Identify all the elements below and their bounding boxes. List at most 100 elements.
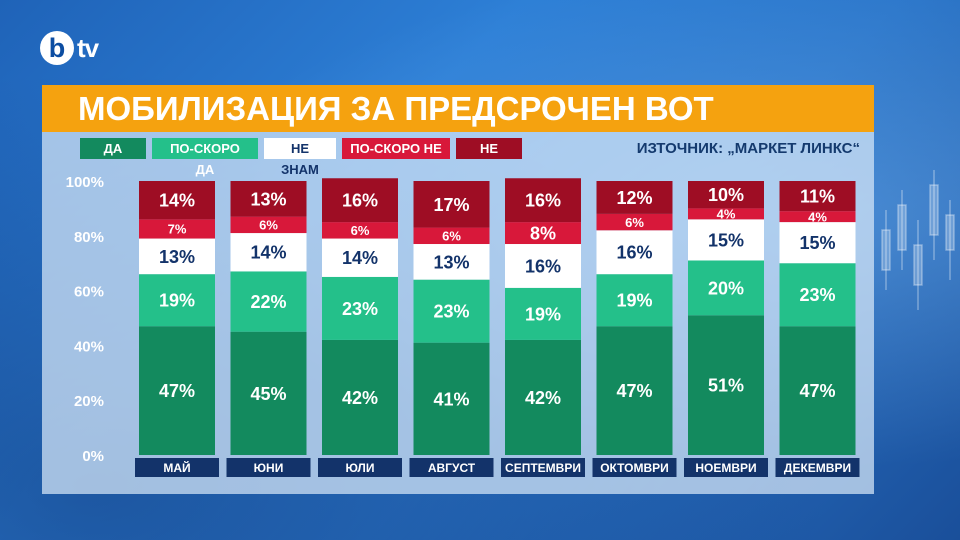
legend-item-1: ДА	[80, 138, 146, 159]
data-label: 42%	[342, 388, 378, 408]
bar-segment	[505, 244, 581, 288]
bar-segment	[139, 219, 215, 239]
y-tick-label: 100%	[66, 174, 104, 191]
category-label-box	[318, 458, 402, 477]
bar-segment	[139, 326, 215, 455]
logo-suffix: tv	[77, 32, 99, 63]
data-label: 7%	[168, 222, 187, 237]
category-label: ДЕКЕМВРИ	[784, 461, 851, 475]
data-label: 6%	[259, 218, 278, 233]
data-label: 45%	[250, 384, 286, 404]
bar-segment	[596, 213, 673, 231]
data-label: 12%	[616, 188, 652, 208]
bar-segment	[688, 260, 764, 316]
data-label: 47%	[616, 381, 652, 401]
bar-segment	[230, 331, 307, 455]
btv-logo: b tv	[40, 31, 99, 65]
bar-segment	[413, 181, 490, 228]
decorative-candles	[881, 170, 955, 310]
data-label: 11%	[800, 187, 835, 207]
bar-segment	[779, 181, 856, 212]
bar-segment	[688, 315, 764, 455]
data-label: 47%	[799, 381, 835, 401]
category-label: АВГУСТ	[428, 461, 476, 475]
bar-segment	[322, 178, 398, 223]
bar-segment	[230, 216, 307, 234]
data-label: 51%	[708, 376, 744, 396]
category-label-box	[226, 458, 311, 477]
bar-segment	[505, 178, 581, 223]
category-label: ОКТОМВРИ	[600, 461, 669, 475]
bar-segment	[688, 181, 764, 209]
y-tick-label: 40%	[74, 338, 104, 355]
data-label: 15%	[799, 233, 835, 253]
category-label: ЮНИ	[254, 461, 284, 475]
data-label: 13%	[159, 247, 195, 267]
category-label-box	[409, 458, 494, 477]
y-tick-label: 80%	[74, 229, 104, 246]
data-label: 47%	[159, 381, 195, 401]
data-label: 15%	[708, 230, 744, 250]
category-label: СЕПТЕМВРИ	[505, 461, 581, 475]
logo-letter: b	[40, 31, 74, 65]
category-label: МАЙ	[163, 460, 190, 475]
bar-segment	[505, 339, 581, 455]
data-label: 16%	[342, 191, 378, 211]
y-tick-label: 0%	[82, 448, 104, 465]
bar-segment	[505, 287, 581, 340]
bar-segment	[779, 263, 856, 327]
data-label: 8%	[530, 224, 556, 244]
category-label: НОЕМВРИ	[695, 461, 756, 475]
category-label-box	[135, 458, 219, 477]
data-label: 20%	[708, 278, 744, 298]
data-label: 42%	[525, 388, 561, 408]
bar-segment	[322, 339, 398, 455]
category-label-box	[775, 458, 860, 477]
bar-segment	[413, 342, 490, 455]
bar-segment	[139, 238, 215, 275]
legend-item-4: ПО-СКОРО НЕ	[342, 138, 450, 159]
bar-segment	[230, 233, 307, 272]
bar-segment	[688, 208, 764, 220]
bar-segment	[596, 326, 673, 455]
data-label: 14%	[342, 248, 378, 268]
data-label: 4%	[717, 207, 736, 222]
y-tick-label: 60%	[74, 284, 104, 301]
category-label-box	[592, 458, 677, 477]
data-label: 6%	[351, 223, 370, 238]
data-label: 6%	[625, 215, 644, 230]
data-label: 6%	[442, 228, 461, 243]
bar-segment	[413, 279, 490, 343]
bar-segment	[139, 274, 215, 327]
bar-segment	[779, 211, 856, 223]
bar-segment	[413, 227, 490, 245]
bar-segment	[505, 222, 581, 245]
data-label: 16%	[525, 256, 561, 276]
legend-item-2: ПО-СКОРО ДА	[152, 138, 258, 177]
bar-segment	[322, 222, 398, 239]
chart-title: МОБИЛИЗАЦИЯ ЗА ПРЕДСРОЧЕН ВОТ	[78, 90, 714, 127]
category-label-box	[501, 458, 585, 477]
data-label: 10%	[708, 185, 744, 205]
legend-item-5: НЕ	[456, 138, 522, 159]
bar-segment	[322, 276, 398, 340]
bar-segment	[596, 181, 673, 214]
data-label: 41%	[433, 389, 469, 409]
data-label: 22%	[250, 292, 286, 312]
data-label: 13%	[250, 189, 286, 209]
data-label: 17%	[433, 195, 469, 215]
bar-segment	[596, 230, 673, 275]
data-label: 19%	[616, 291, 652, 311]
data-label: 14%	[159, 191, 195, 211]
data-label: 19%	[159, 291, 195, 311]
bar-segment	[596, 274, 673, 327]
data-label: 23%	[342, 299, 378, 319]
category-label-box	[684, 458, 768, 477]
data-label: 23%	[433, 302, 469, 322]
data-label: 4%	[808, 209, 827, 224]
source-label: ИЗТОЧНИК: „МАРКЕТ ЛИНКС“	[636, 140, 860, 157]
legend: ДА ПО-СКОРО ДА НЕ ЗНАМ ПО-СКОРО НЕ НЕ	[80, 138, 522, 177]
bar-segment	[688, 219, 764, 261]
bar-segment	[779, 326, 856, 455]
